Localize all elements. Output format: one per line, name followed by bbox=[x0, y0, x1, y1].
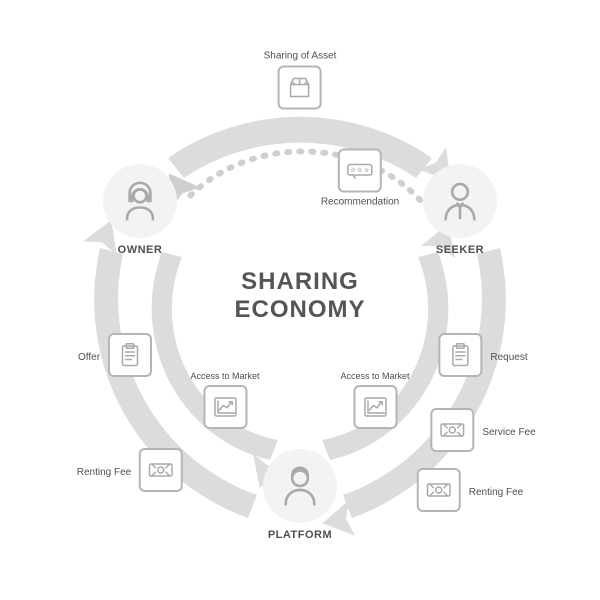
node-owner: OWNER bbox=[103, 164, 177, 256]
offer-icon bbox=[108, 333, 152, 377]
badge-access-left: Access to Market bbox=[190, 371, 259, 429]
title-line1: SHARING bbox=[234, 268, 365, 296]
access-right-label: Access to Market bbox=[340, 371, 409, 381]
service-fee-icon bbox=[430, 408, 474, 452]
recommendation-label: Recommendation bbox=[321, 197, 399, 208]
renting-left-icon bbox=[139, 448, 183, 492]
badge-recommendation: Recommendation bbox=[321, 149, 399, 208]
renting-right-label: Renting Fee bbox=[469, 487, 523, 498]
offer-label: Offer bbox=[78, 352, 100, 363]
badge-request: Request bbox=[438, 333, 527, 377]
recommendation-icon bbox=[338, 149, 382, 193]
center-title: SHARING ECONOMY bbox=[234, 268, 365, 323]
platform-label: PLATFORM bbox=[263, 529, 337, 541]
access-right-icon bbox=[353, 385, 397, 429]
request-label: Request bbox=[490, 352, 527, 363]
service-fee-label: Service Fee bbox=[482, 427, 535, 438]
diagram-stage: SHARING ECONOMY OWNER SEEKER PLATFORM Sh… bbox=[0, 0, 600, 600]
renting-right-icon bbox=[417, 468, 461, 512]
access-left-icon bbox=[203, 385, 247, 429]
seeker-label: SEEKER bbox=[423, 244, 497, 256]
node-seeker: SEEKER bbox=[423, 164, 497, 256]
badge-sharing-asset: Sharing of Asset bbox=[264, 51, 337, 110]
sharing-asset-label: Sharing of Asset bbox=[264, 51, 337, 62]
node-platform: PLATFORM bbox=[263, 449, 337, 541]
owner-icon bbox=[103, 164, 177, 238]
badge-offer: Offer bbox=[78, 333, 152, 377]
seeker-icon bbox=[423, 164, 497, 238]
badge-access-right: Access to Market bbox=[340, 371, 409, 429]
owner-label: OWNER bbox=[103, 244, 177, 256]
renting-left-label: Renting Fee bbox=[77, 467, 131, 478]
badge-renting-left: Renting Fee bbox=[77, 448, 183, 492]
access-left-label: Access to Market bbox=[190, 371, 259, 381]
platform-icon bbox=[263, 449, 337, 523]
badge-renting-right: Renting Fee bbox=[417, 468, 523, 512]
badge-service-fee: Service Fee bbox=[430, 408, 535, 452]
request-icon bbox=[438, 333, 482, 377]
title-line2: ECONOMY bbox=[234, 296, 365, 324]
sharing-asset-icon bbox=[278, 66, 322, 110]
